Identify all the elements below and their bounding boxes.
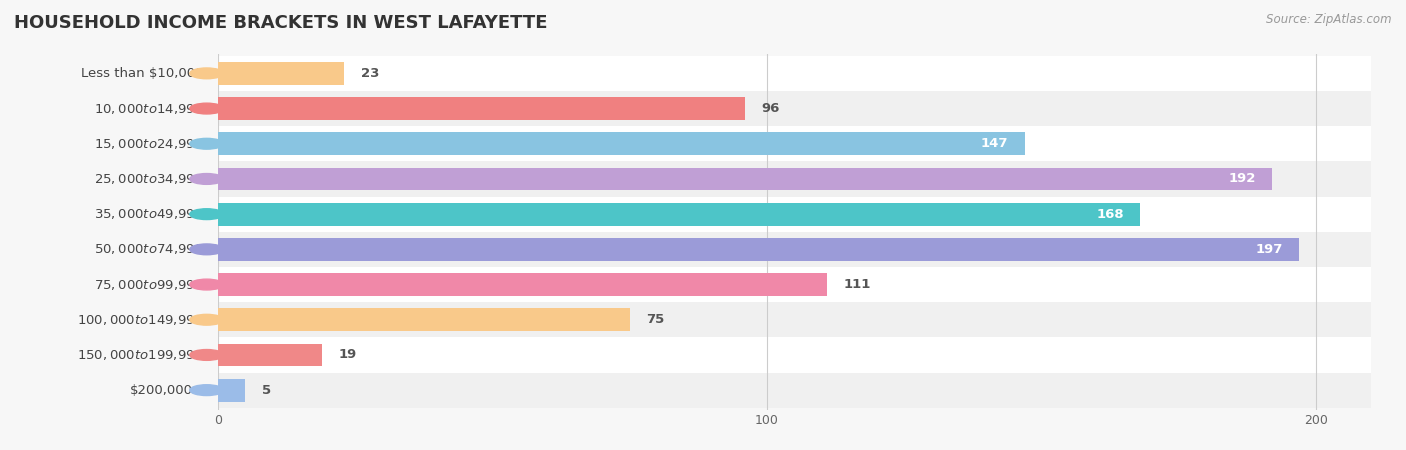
Bar (218, 373, 1371, 408)
Bar (218, 167, 1272, 190)
Text: $50,000 to $74,999: $50,000 to $74,999 (94, 243, 204, 256)
Bar (218, 273, 827, 296)
Bar (218, 267, 1371, 302)
Bar (218, 162, 1371, 197)
Text: Less than $10,000: Less than $10,000 (82, 67, 204, 80)
Bar (218, 56, 1371, 91)
Text: 5: 5 (262, 384, 271, 396)
Bar (218, 126, 1371, 162)
Text: 111: 111 (844, 278, 872, 291)
Bar (218, 232, 1371, 267)
Bar (218, 91, 1371, 126)
Text: 23: 23 (361, 67, 380, 80)
Text: $150,000 to $199,999: $150,000 to $199,999 (77, 348, 204, 362)
Text: 19: 19 (339, 348, 357, 361)
Text: Source: ZipAtlas.com: Source: ZipAtlas.com (1267, 14, 1392, 27)
Bar (218, 238, 1299, 261)
Text: 147: 147 (981, 137, 1008, 150)
Text: $10,000 to $14,999: $10,000 to $14,999 (94, 102, 204, 116)
Bar (218, 338, 1371, 373)
Bar (218, 308, 630, 331)
Bar (218, 197, 1371, 232)
Bar (218, 132, 1025, 155)
Bar (218, 202, 1140, 225)
Bar (218, 343, 322, 366)
Text: $25,000 to $34,999: $25,000 to $34,999 (94, 172, 204, 186)
Text: 75: 75 (647, 313, 665, 326)
Text: $100,000 to $149,999: $100,000 to $149,999 (77, 313, 204, 327)
Text: 168: 168 (1097, 207, 1123, 220)
Bar (218, 379, 246, 401)
Text: 192: 192 (1229, 172, 1256, 185)
Text: 96: 96 (762, 102, 780, 115)
Bar (218, 302, 1371, 338)
Text: $200,000+: $200,000+ (129, 384, 204, 396)
Text: $35,000 to $49,999: $35,000 to $49,999 (94, 207, 204, 221)
Text: $15,000 to $24,999: $15,000 to $24,999 (94, 137, 204, 151)
Bar (218, 62, 344, 85)
Text: HOUSEHOLD INCOME BRACKETS IN WEST LAFAYETTE: HOUSEHOLD INCOME BRACKETS IN WEST LAFAYE… (14, 14, 547, 32)
Bar (218, 97, 745, 120)
Text: $75,000 to $99,999: $75,000 to $99,999 (94, 278, 204, 292)
Text: 197: 197 (1256, 243, 1284, 256)
